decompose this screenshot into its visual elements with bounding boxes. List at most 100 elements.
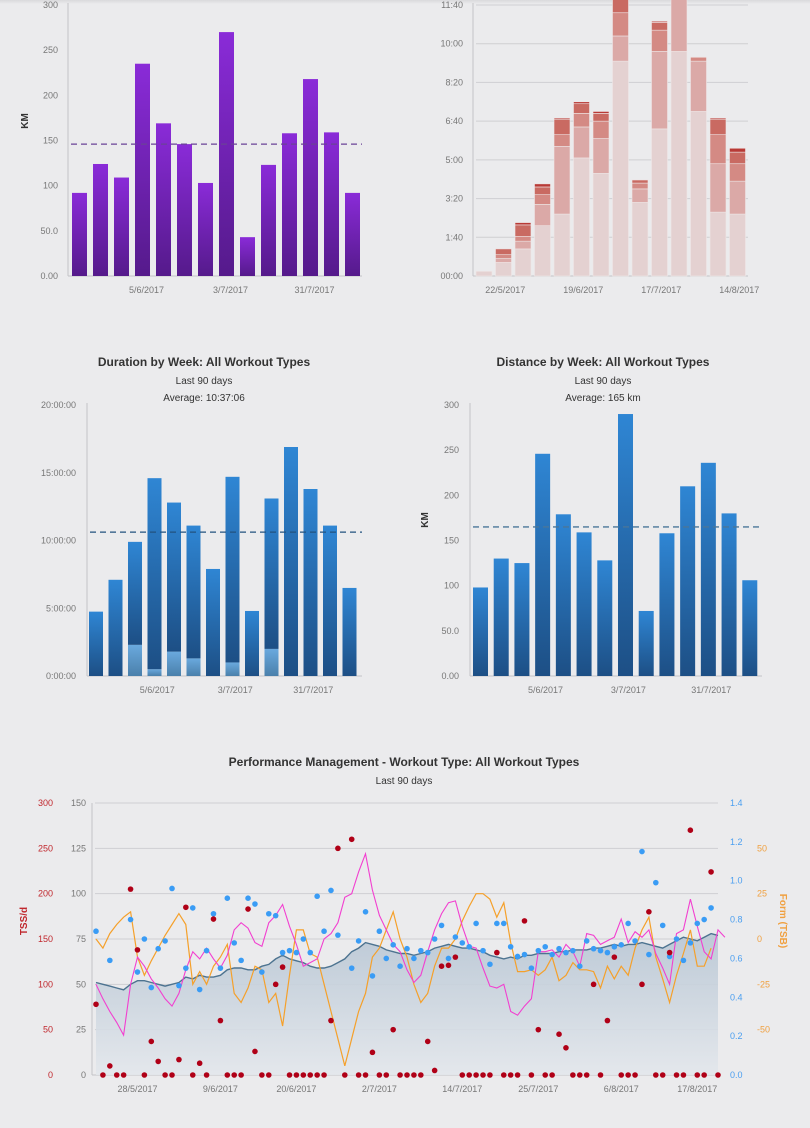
if-point bbox=[480, 947, 486, 954]
if-point bbox=[383, 955, 390, 962]
if-point bbox=[196, 986, 203, 993]
bar bbox=[618, 414, 633, 676]
bar bbox=[576, 532, 592, 676]
tss-point bbox=[238, 1072, 244, 1078]
if-point bbox=[445, 955, 452, 962]
y-tick-label: 150 bbox=[71, 798, 86, 808]
y-tick-label: 5:00:00 bbox=[46, 603, 76, 613]
bar-segment bbox=[651, 29, 668, 52]
tss-point bbox=[445, 962, 452, 969]
bar-segment bbox=[729, 213, 746, 277]
tss-point bbox=[265, 1072, 272, 1078]
chart-average-label: Average: 165 km bbox=[565, 393, 640, 404]
tss-point bbox=[245, 906, 251, 912]
if-point bbox=[107, 957, 113, 964]
tss-point bbox=[487, 1072, 493, 1078]
y-tick-label-if: 1.4 bbox=[730, 798, 743, 808]
bar-segment bbox=[592, 138, 610, 174]
y-tick-label: 75 bbox=[76, 934, 86, 944]
if-point bbox=[127, 916, 134, 923]
tss-point bbox=[404, 1072, 410, 1078]
bar bbox=[742, 580, 758, 676]
if-point bbox=[300, 936, 307, 942]
if-point bbox=[542, 943, 549, 950]
tss-point bbox=[549, 1072, 555, 1078]
bar-segment bbox=[709, 118, 727, 135]
bar bbox=[535, 453, 551, 676]
if-point bbox=[687, 940, 694, 946]
y-axis-title: KM bbox=[20, 113, 31, 129]
y-tick-label: 200 bbox=[38, 889, 53, 899]
if-point bbox=[252, 901, 258, 907]
y-tick-label: 0 bbox=[48, 1070, 53, 1080]
chart-title: Duration by Week: All Workout Types bbox=[98, 355, 311, 369]
y-tick-label: 50 bbox=[43, 1025, 53, 1035]
chart-time-in-zones: 00:00 1:40 3:20 5:00 6:40 8:20 10:00 11:40 22/5/… bbox=[440, 0, 759, 295]
tss-point bbox=[666, 949, 673, 956]
bar-segment bbox=[573, 157, 590, 277]
bar bbox=[345, 192, 360, 276]
y-tick-label: 50.0 bbox=[441, 626, 459, 636]
chart-distance-purple: 0.00 50.0 100 150 200 250 300 KM 5/6/2017 3/7/201… bbox=[20, 0, 362, 295]
tss-point bbox=[390, 1026, 396, 1033]
bar-segment bbox=[573, 103, 590, 114]
y-tick-label: 125 bbox=[71, 843, 86, 853]
if-point bbox=[162, 938, 168, 944]
tss-point bbox=[120, 1072, 127, 1078]
if-point bbox=[286, 947, 293, 954]
if-point bbox=[611, 943, 618, 950]
if-point bbox=[521, 951, 528, 958]
bar bbox=[514, 563, 530, 676]
tss-point bbox=[528, 1072, 535, 1078]
bar-segment bbox=[670, 51, 688, 277]
tss-point bbox=[687, 827, 694, 833]
bar-segment bbox=[729, 151, 746, 165]
x-tick-label: 31/7/2017 bbox=[293, 685, 333, 695]
if-point bbox=[570, 947, 576, 954]
y-tick-label-form: 50 bbox=[757, 843, 767, 853]
if-point bbox=[397, 963, 403, 969]
bar bbox=[240, 237, 255, 276]
if-point bbox=[176, 982, 182, 989]
tss-point bbox=[141, 1072, 148, 1078]
bar-segment bbox=[592, 120, 610, 139]
bar-segment bbox=[534, 183, 551, 188]
bar bbox=[177, 144, 192, 276]
y-tick-label-form: -25 bbox=[757, 979, 770, 989]
bar-segment bbox=[690, 111, 707, 277]
if-point bbox=[210, 910, 217, 917]
bar-segment bbox=[709, 163, 727, 213]
if-point bbox=[576, 963, 583, 969]
tss-point bbox=[411, 1072, 417, 1078]
tss-point bbox=[355, 1072, 362, 1078]
bar bbox=[156, 123, 171, 276]
bar-segment bbox=[592, 113, 610, 122]
bar-segment-primary bbox=[284, 447, 298, 676]
tss-point bbox=[459, 1072, 466, 1078]
y-tick-label: 15:00:00 bbox=[41, 468, 76, 478]
y-tick-label: 10:00 bbox=[440, 39, 463, 49]
y-tick-label: 100 bbox=[38, 979, 53, 989]
if-point bbox=[238, 957, 244, 964]
tss-point bbox=[328, 1017, 334, 1024]
bar-segment-secondary bbox=[264, 648, 279, 676]
bar-segment bbox=[534, 194, 551, 205]
bar-segment bbox=[651, 128, 668, 277]
bar-segment-primary bbox=[167, 502, 181, 652]
y-tick-label: 50 bbox=[76, 979, 86, 989]
tss-point bbox=[231, 1072, 238, 1078]
bar bbox=[72, 192, 87, 276]
bar-segment-secondary bbox=[128, 644, 142, 676]
bar-segment bbox=[553, 213, 571, 277]
if-point bbox=[597, 947, 604, 954]
x-tick-label: 25/7/2017 bbox=[518, 1084, 558, 1094]
tss-point bbox=[639, 981, 645, 988]
bar-segment bbox=[690, 60, 707, 112]
bar bbox=[473, 587, 488, 676]
bar bbox=[261, 164, 276, 276]
bar-segment-primary bbox=[245, 610, 259, 676]
tss-point bbox=[217, 1017, 224, 1024]
if-point bbox=[653, 879, 659, 886]
tss-point bbox=[127, 886, 134, 892]
bar-segment bbox=[514, 224, 532, 237]
